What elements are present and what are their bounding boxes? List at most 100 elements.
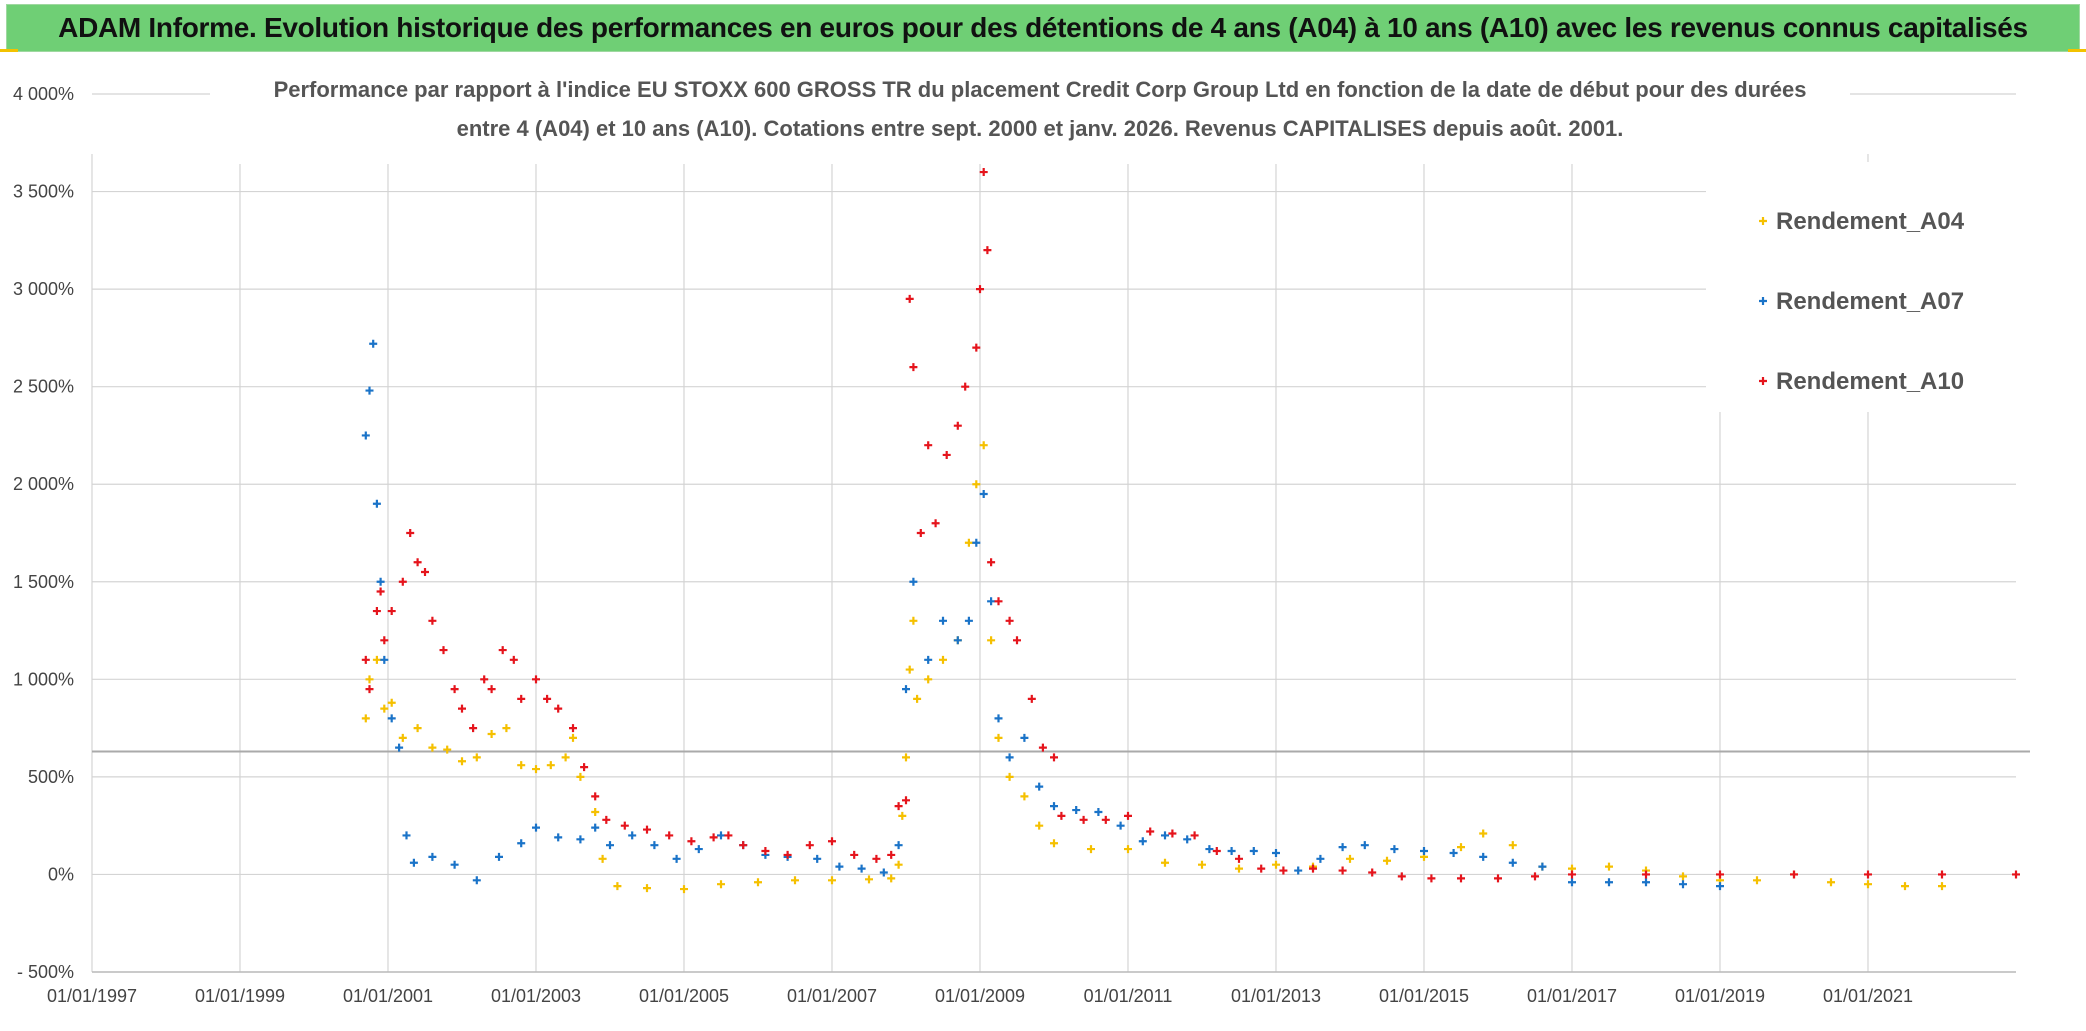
data-point [398,577,407,586]
data-point [1338,843,1347,852]
data-point [643,884,651,893]
data-point [1146,827,1155,836]
data-point [1205,845,1214,854]
data-point [576,835,585,844]
data-point [1605,878,1613,887]
data-point [1716,882,1724,891]
data-point [717,880,725,889]
data-point [1168,829,1177,838]
data-point [1161,858,1169,867]
data-point [406,529,415,537]
data-point [517,694,526,703]
data-point [580,763,589,772]
data-point [413,724,422,733]
data-point [983,246,992,255]
data-point [532,765,540,774]
data-point [835,862,844,871]
data-point [1449,848,1458,857]
data-point [924,675,933,684]
data-point [976,285,984,294]
data-point [1183,835,1192,844]
data-point [1457,874,1465,883]
data-point [602,815,611,824]
data-point [409,858,418,867]
data-point [1316,854,1325,863]
data-point [569,733,577,742]
data-point [994,597,1003,606]
data-point [606,841,614,850]
data-point [902,796,910,805]
data-point [994,733,1003,742]
data-point [1161,831,1169,840]
chart-subtitle-line-2: entre 4 (A04) et 10 ans (A10). Cotations… [457,116,1624,141]
data-point [694,845,703,854]
data-point [1420,847,1428,856]
data-point [1368,868,1377,877]
data-point [428,743,437,752]
data-point [887,850,896,859]
data-point [413,558,422,567]
data-point [1020,733,1029,742]
data-point [532,823,540,832]
data-point [1020,792,1029,801]
data-point [979,168,988,177]
data-point [1235,854,1243,863]
x-tick-label: 01/01/2021 [1823,986,1913,1006]
data-point [443,745,452,754]
data-point [1079,815,1088,824]
x-tick-label: 01/01/2015 [1379,986,1469,1006]
data-point [1753,876,1761,885]
x-tick-label: 01/01/2009 [935,986,1025,1006]
data-point [1827,878,1835,887]
data-point [1279,866,1288,875]
x-tick-label: 01/01/2003 [491,986,581,1006]
data-point [924,441,933,450]
data-point [931,519,940,528]
data-point [1101,815,1110,824]
data-point [450,860,459,869]
x-tick-label: 01/01/2001 [343,986,433,1006]
data-point [828,837,836,846]
legend-marker [1759,297,1767,305]
data-point [1198,860,1206,869]
data-point [1346,854,1354,863]
data-point [913,694,922,703]
data-point [1035,821,1044,830]
x-tick-label: 01/01/2017 [1527,986,1617,1006]
data-point [561,753,570,762]
data-point [365,675,374,684]
x-tick-label: 01/01/2007 [787,986,877,1006]
data-point [365,685,374,694]
data-point [428,616,437,625]
data-point [1094,808,1103,817]
data-point [1383,856,1391,865]
data-point [987,636,996,645]
data-point [1397,872,1406,881]
data-point [905,665,914,674]
y-tick-label: 1 000% [13,669,74,689]
data-point [487,729,496,738]
legend-label: Rendement_A10 [1776,368,1964,395]
data-point [369,339,378,348]
data-point [1050,839,1058,848]
data-point [450,685,459,694]
data-point [783,850,792,859]
data-point [387,607,396,616]
data-point [909,577,918,586]
data-point [613,882,622,891]
data-point [709,833,718,842]
data-point [591,823,600,832]
data-point [724,831,733,840]
data-point [1072,806,1081,815]
data-point [439,646,448,655]
data-point [865,875,873,884]
data-point [1390,845,1399,854]
data-point [739,841,748,850]
data-point [898,811,907,820]
data-point [972,538,981,547]
y-tick-label: 3 500% [13,182,74,202]
data-point [1227,847,1236,856]
data-point [543,694,552,703]
main-title: ADAM Informe. Evolution historique des p… [58,12,2028,43]
y-tick-label: 2 500% [13,377,74,397]
